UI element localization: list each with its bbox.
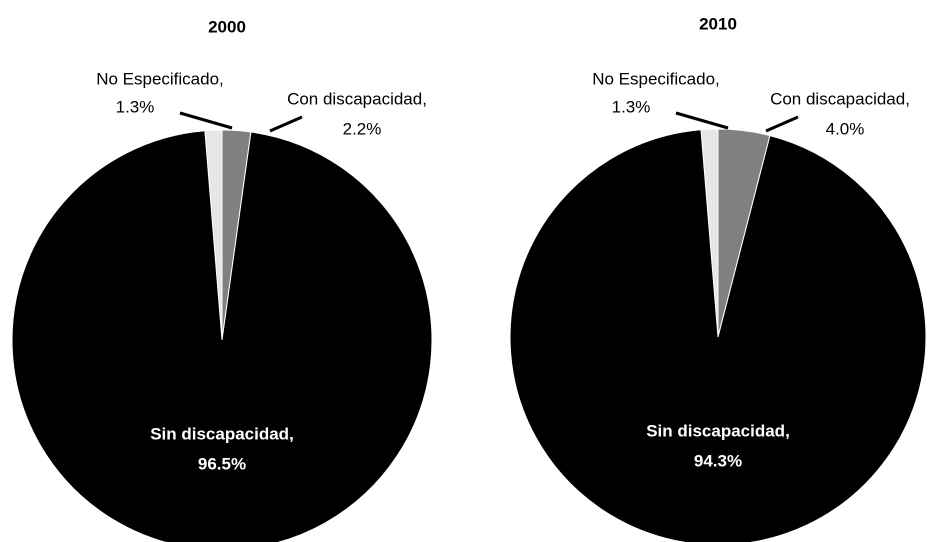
slice-label: Con discapacidad, bbox=[287, 89, 427, 108]
leader-line bbox=[675, 111, 729, 130]
leader-line bbox=[765, 115, 799, 133]
slice-label: Sin discapacidad, bbox=[646, 421, 790, 440]
pie-slice bbox=[509, 129, 927, 542]
pie-slice bbox=[11, 130, 433, 542]
slice-label: No Especificado, bbox=[96, 69, 224, 88]
slice-label: No Especificado, bbox=[592, 69, 720, 88]
slice-label: Con discapacidad, bbox=[770, 89, 910, 108]
leader-line bbox=[179, 111, 233, 130]
slice-value: 1.3% bbox=[116, 97, 155, 116]
slice-value: 2.2% bbox=[343, 119, 382, 138]
slice-value: 4.0% bbox=[826, 119, 865, 138]
chart-title: 2000 bbox=[208, 17, 246, 36]
slice-value: 96.5% bbox=[198, 454, 246, 473]
leader-line bbox=[269, 115, 303, 133]
chart-title: 2010 bbox=[699, 14, 737, 33]
slice-value: 1.3% bbox=[612, 97, 651, 116]
slice-label: Sin discapacidad, bbox=[150, 424, 294, 443]
slice-value: 94.3% bbox=[694, 451, 742, 470]
